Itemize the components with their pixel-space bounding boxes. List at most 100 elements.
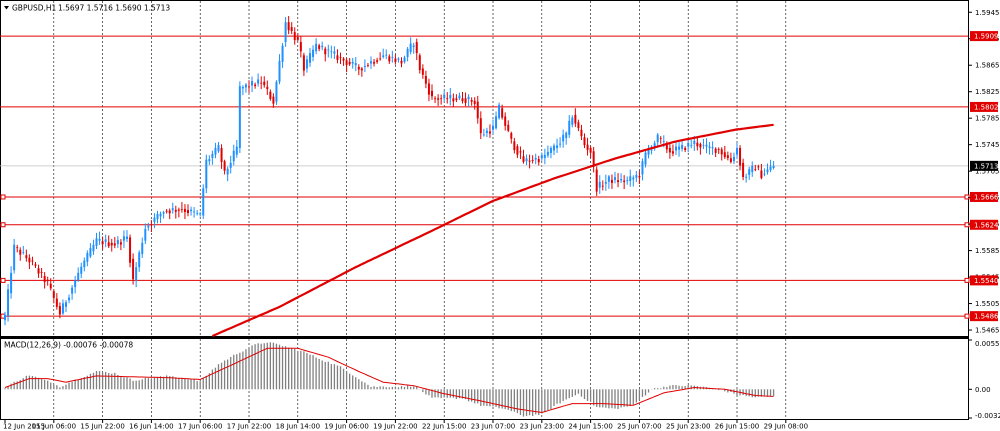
candle-body (254, 84, 257, 87)
level-price-tag (970, 101, 998, 112)
candle-body (742, 162, 745, 178)
candle-body (25, 255, 28, 259)
candle-body (455, 98, 458, 100)
candle-body (769, 166, 772, 171)
candle-body (351, 61, 354, 64)
candle-body (513, 141, 516, 151)
candle-body (644, 152, 647, 165)
y-tick-label: 1.5745 (975, 141, 1000, 149)
candle-body (708, 146, 711, 148)
candlesticks (4, 16, 775, 326)
candle-body (577, 122, 580, 129)
candle-body (592, 151, 595, 167)
macd-panel: 0.00553 0.00 -0.00322 (4, 339, 1000, 420)
current-price-label: 1.5713 (974, 162, 999, 170)
candle-body (458, 95, 461, 99)
candle-body (83, 260, 86, 268)
y-tick-label: 1.5505 (975, 300, 1000, 308)
candle-body (418, 55, 421, 71)
candle-body (675, 146, 677, 151)
level-anchor-handle[interactable] (964, 194, 970, 200)
y-tick-label: 1.5945 (975, 9, 1000, 17)
y-tick-label: 1.5865 (975, 62, 1000, 70)
level-anchor-handle[interactable] (964, 313, 970, 319)
candle-body (388, 56, 391, 62)
candle-body (138, 252, 141, 268)
candle-body (266, 86, 269, 90)
candle-body (424, 75, 427, 84)
candle-body (80, 266, 83, 274)
level-price-tag (970, 275, 998, 286)
candle-body (116, 239, 119, 244)
candle-body (177, 209, 180, 211)
candle-body (720, 149, 723, 155)
candle-body (196, 212, 199, 214)
candle-body (135, 267, 138, 281)
candle-body (305, 59, 308, 69)
level-anchor-handle[interactable] (0, 194, 6, 200)
candle-body (309, 53, 311, 63)
candle-body (86, 252, 89, 262)
candle-body (113, 243, 116, 246)
candle-body (397, 58, 400, 60)
candle-body (415, 42, 418, 54)
candle-body (190, 209, 193, 212)
level-price-label: 1.5909 (974, 33, 999, 41)
candle-body (98, 238, 101, 241)
candle-body (257, 79, 260, 84)
candle-body (665, 144, 668, 150)
candle-body (187, 209, 189, 214)
candle-body (327, 49, 330, 51)
candle-body (470, 99, 473, 102)
candle-body (28, 257, 31, 263)
candle-body (485, 130, 488, 134)
candle-body (501, 108, 504, 118)
candle-body (220, 147, 223, 162)
candle-body (641, 161, 644, 175)
candle-body (55, 298, 58, 307)
candle-body (223, 161, 226, 171)
level-anchor-handle[interactable] (964, 222, 970, 228)
candle-body (668, 147, 671, 153)
candle-body (464, 98, 467, 104)
candle-body (171, 208, 174, 211)
candle-body (382, 55, 385, 57)
candle-body (95, 238, 98, 246)
candle-body (711, 147, 714, 149)
level-anchor-handle[interactable] (0, 277, 6, 283)
candle-body (40, 272, 43, 273)
candle-body (330, 51, 333, 53)
dropdown-triangle-icon[interactable] (4, 6, 9, 10)
candle-body (537, 159, 540, 163)
x-tick-label: 15 Jun 06:00 (32, 423, 76, 431)
candle-body (92, 244, 95, 252)
candle-body (333, 51, 336, 54)
candle-body (129, 237, 132, 263)
level-anchor-handle[interactable] (0, 222, 6, 228)
candle-body (71, 287, 74, 294)
candle-body (238, 86, 241, 148)
x-tick-label: 23 Jun 23:00 (520, 423, 564, 431)
candle-body (46, 279, 49, 282)
candle-body (275, 81, 278, 102)
candle-body (519, 151, 522, 153)
x-tick-label: 15 Jun 22:00 (80, 423, 124, 431)
candle-body (449, 95, 452, 99)
x-tick-label: 16 Jun 14:00 (129, 423, 173, 431)
candle-body (543, 154, 546, 158)
level-anchor-handle[interactable] (964, 277, 970, 283)
candle-body (638, 176, 641, 178)
candle-body (269, 91, 272, 99)
candle-body (632, 177, 635, 180)
candle-body (61, 303, 64, 314)
candle-body (312, 49, 315, 57)
candle-body (110, 242, 113, 246)
candle-body (406, 48, 409, 57)
candle-body (574, 114, 577, 124)
candle-body (284, 22, 287, 43)
candle-body (473, 100, 476, 104)
candle-body (58, 306, 61, 315)
candle-body (126, 236, 128, 240)
x-tick-label: 12 Jun 2015 (3, 423, 45, 431)
